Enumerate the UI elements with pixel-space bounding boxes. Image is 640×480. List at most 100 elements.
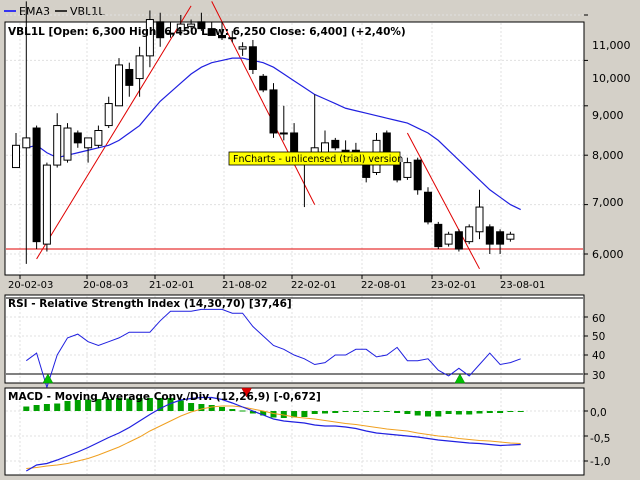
macd-histogram-bar: [322, 411, 328, 414]
candle-body: [444, 233, 453, 245]
macd-histogram-bar: [177, 400, 184, 411]
price-xtick: 20-02-03: [8, 280, 53, 291]
candle-body: [269, 89, 278, 134]
macd-ytick: -0,5: [590, 433, 611, 445]
macd-markers: [241, 387, 253, 398]
macd-histogram-bar: [445, 411, 452, 414]
candle-body: [424, 191, 432, 223]
price-ytick: 8,000: [592, 149, 624, 162]
rsi-buy-signal-icon: [42, 373, 54, 384]
macd-histogram-bar: [270, 411, 277, 418]
candle-body: [465, 226, 474, 243]
macd-histogram-bar: [208, 405, 215, 411]
macd-histogram-bar: [23, 406, 30, 411]
candle-body: [53, 125, 62, 166]
macd-histogram-bar: [105, 399, 112, 411]
macd-histogram-bar: [167, 398, 174, 411]
macd-signal-path: [26, 405, 521, 469]
candle-body: [22, 137, 31, 149]
legend-ema3-label: EMA3: [19, 5, 50, 18]
rsi-panel: RSI - Relative Strength Index (14,30,70)…: [4, 294, 588, 389]
macd-histogram-bar: [517, 411, 524, 412]
candle-body: [434, 223, 443, 248]
candle-body: [454, 231, 463, 250]
macd-histogram-bar: [85, 399, 92, 411]
rsi-title: RSI - Relative Strength Index (14,30,70)…: [8, 298, 292, 310]
rsi-line: [26, 308, 521, 389]
price-ytick: 11,000: [592, 39, 631, 52]
macd-histogram-bar: [394, 411, 401, 413]
candle-body: [94, 130, 103, 146]
trendline: [211, 1, 316, 205]
macd-histogram-bar: [54, 403, 61, 411]
macd-ytick: -1,0: [590, 456, 611, 468]
trendlines: [36, 1, 480, 270]
price-ytick: 9,000: [592, 109, 624, 122]
price-xtick: 21-08-02: [222, 280, 267, 291]
rsi-markers: [42, 373, 466, 384]
macd-histogram-bar: [507, 411, 514, 412]
rsi-path: [26, 308, 521, 389]
price-xtick: 23-02-01: [431, 280, 476, 291]
trendline: [406, 132, 480, 270]
candle-body: [125, 68, 134, 86]
candle-body: [42, 164, 51, 245]
candle-body: [279, 132, 288, 135]
macd-histogram-bar: [497, 411, 504, 413]
rsi-ytick: 50: [592, 331, 605, 343]
rsi-ytick: 40: [592, 350, 605, 362]
price-y-axis: 11,000 10,000 9,000 8,000 7,000 6,000: [592, 39, 631, 261]
macd-histogram-bar: [157, 398, 164, 411]
price-ytick: 6,000: [592, 248, 624, 261]
macd-histogram-bar: [342, 411, 349, 412]
price-xtick: 21-02-01: [149, 280, 194, 291]
candle-body: [228, 37, 237, 40]
price-title: VBL1L [Open: 6,300 High: 6,450 Low: 6,25…: [8, 26, 406, 38]
candle-body: [496, 231, 505, 245]
price-xtick: 23-08-01: [500, 280, 545, 291]
macd-histogram-bar: [116, 398, 122, 411]
macd-histogram-bar: [136, 398, 143, 411]
candle-body: [331, 139, 340, 149]
macd-histogram-bar: [383, 411, 390, 412]
macd-histogram-bar: [74, 400, 81, 411]
rsi-reference-lines: [6, 297, 583, 375]
macd-histogram-bar: [373, 411, 380, 412]
candle-body: [145, 19, 154, 57]
macd-histogram-bar: [311, 411, 318, 414]
macd-histogram-bar: [301, 411, 308, 417]
macd-histogram-bar: [239, 410, 246, 412]
rsi-ytick: 30: [592, 370, 605, 382]
macd-y-axis: 0,0 -0,5 -1,0: [590, 407, 611, 468]
macd-panel: MACD - Moving Average Conv./Div. (12,26,…: [4, 387, 588, 476]
macd-histogram-bar: [425, 411, 431, 417]
macd-histogram-bar: [435, 411, 442, 417]
macd-histogram-bar: [249, 411, 256, 414]
price-xtick: 22-02-01: [291, 280, 336, 291]
watermark: FnCharts - unlicensed (trial) version: [233, 154, 403, 165]
rsi-buy-signal-icon: [454, 373, 466, 384]
candle-body: [12, 144, 20, 169]
rsi-y-axis: 60 50 40 30: [592, 313, 605, 382]
candle-body: [259, 75, 268, 91]
candle-body: [321, 142, 329, 154]
ema3-path: [26, 57, 521, 211]
price-ytick: 7,000: [592, 196, 624, 209]
candle-body: [104, 103, 113, 127]
macd-path: [25, 396, 521, 472]
candle-body: [238, 46, 247, 50]
macd-histogram-bar: [352, 411, 359, 412]
candle-body: [207, 28, 216, 36]
macd-histogram-bar: [146, 398, 153, 411]
candle-body: [115, 64, 123, 107]
candle-body: [32, 127, 41, 243]
candle-body: [166, 32, 175, 35]
candle-body: [506, 233, 515, 240]
price-xtick: 20-08-03: [83, 280, 128, 291]
macd-title: MACD - Moving Average Conv./Div. (12,26,…: [8, 391, 321, 403]
candle-body: [197, 21, 206, 30]
macd-histogram-bar: [64, 401, 71, 411]
macd-histogram-bar: [332, 411, 339, 413]
price-ytick: 10,000: [592, 72, 631, 85]
